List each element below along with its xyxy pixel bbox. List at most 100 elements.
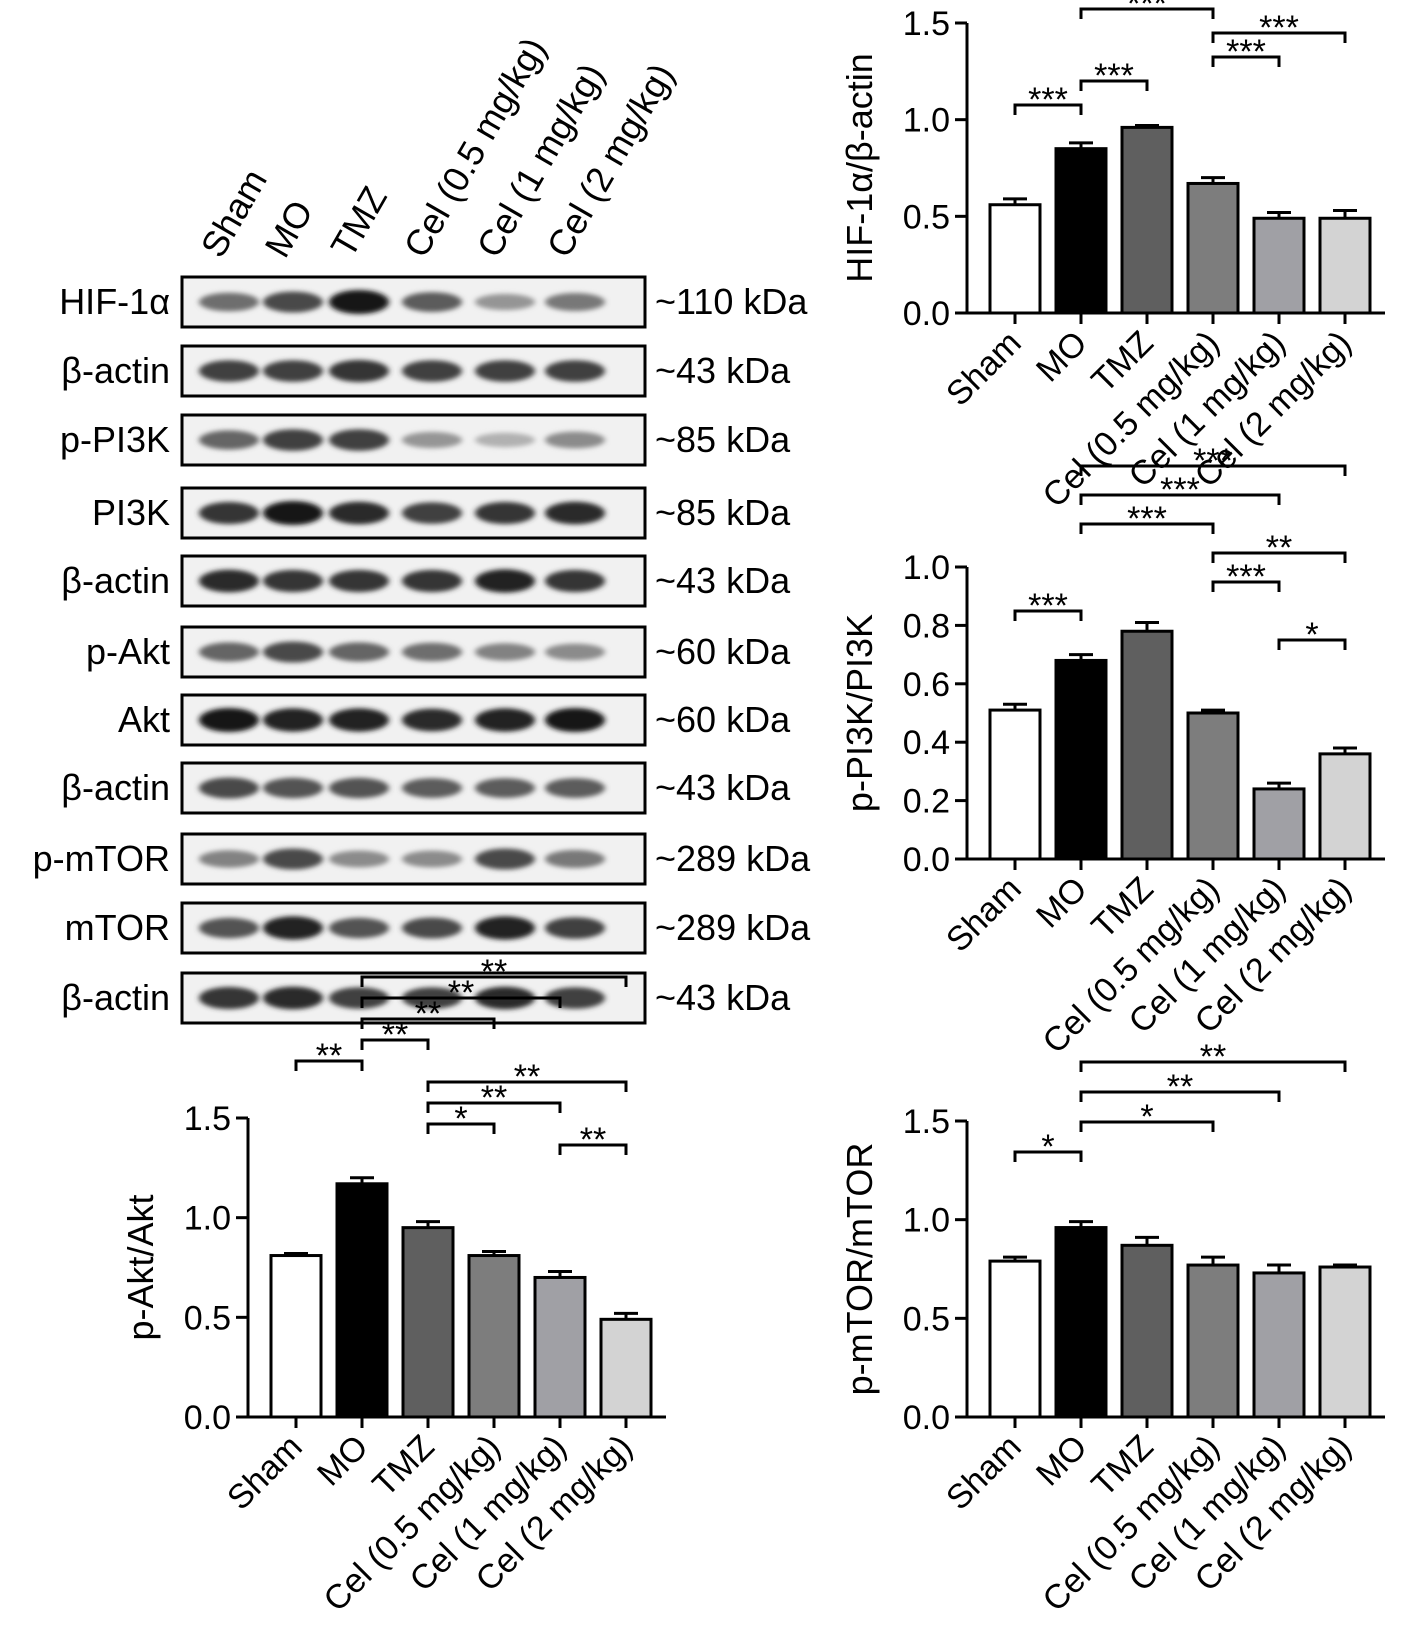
- bar: [1252, 216, 1306, 315]
- blot-band: [402, 708, 462, 732]
- x-tick-label: Sham: [220, 1428, 310, 1518]
- y-tick-label: 0.0: [903, 841, 950, 879]
- blot-band: [475, 848, 535, 870]
- bar: [1318, 1265, 1372, 1419]
- significance-bracket: [426, 1101, 562, 1113]
- blot-band: [402, 778, 462, 798]
- bar: [1120, 629, 1174, 861]
- significance-bracket: [1079, 7, 1215, 19]
- blot-band: [475, 643, 535, 661]
- significance-bracket: [1013, 609, 1083, 621]
- blot-band: [263, 848, 323, 870]
- y-tick-label: 1.0: [903, 549, 950, 587]
- blot-band: [199, 292, 259, 312]
- blot-row: PI3K ~85 kDa: [92, 486, 791, 540]
- significance-label: **: [415, 995, 441, 1033]
- significance-label: ***: [1193, 442, 1233, 480]
- x-tick-label: MO: [1029, 324, 1095, 390]
- blot-band: [402, 917, 462, 939]
- blot-protein-label: HIF-1α: [59, 281, 170, 322]
- blot-band: [199, 430, 259, 450]
- significance-bracket: [360, 975, 628, 987]
- significance-label: ***: [1259, 9, 1299, 47]
- significance-bracket: [1013, 1150, 1083, 1162]
- significance-bracket: [360, 1038, 430, 1050]
- blot-row: p-PI3K ~85 kDa: [60, 413, 791, 467]
- significance-label: *: [1305, 616, 1318, 654]
- blot-band: [475, 432, 535, 448]
- blot-protein-label: mTOR: [65, 907, 170, 948]
- significance-label: ***: [1127, 500, 1167, 538]
- blot-band: [545, 850, 605, 868]
- significance-bracket: [1211, 55, 1281, 67]
- blot-protein-label: β-actin: [61, 767, 170, 808]
- blot-band: [199, 569, 259, 593]
- y-tick-label: 1.5: [903, 5, 950, 43]
- blot-size-label: ~60 kDa: [655, 699, 791, 740]
- blot-band: [545, 431, 605, 449]
- blot-band: [263, 916, 323, 940]
- significance-label: **: [481, 953, 507, 991]
- significance-label: ***: [1160, 471, 1200, 509]
- blot-size-label: ~43 kDa: [655, 977, 791, 1018]
- blot-protein-label: p-mTOR: [33, 838, 170, 879]
- significance-bracket: [1211, 580, 1281, 592]
- significance-label: ***: [1028, 81, 1068, 119]
- blot-band: [402, 569, 462, 593]
- significance-bracket: [1211, 31, 1347, 43]
- bar: [1186, 1263, 1240, 1419]
- significance-bracket: [1079, 522, 1215, 534]
- blot-row: p-mTOR ~289 kDa: [33, 832, 811, 886]
- blot-band: [263, 429, 323, 451]
- x-tick-label: MO: [1029, 1428, 1095, 1494]
- significance-label: *: [454, 1100, 467, 1138]
- y-axis-label: p-Akt/Akt: [120, 1194, 161, 1340]
- blot-band: [402, 292, 462, 312]
- x-tick-label: MO: [1029, 870, 1095, 936]
- blot-band: [263, 569, 323, 593]
- bar: [1054, 658, 1108, 861]
- y-tick-label: 1.5: [184, 1100, 231, 1138]
- significance-bracket: [1079, 493, 1281, 505]
- y-axis-label: HIF-1α/β-actin: [839, 53, 880, 283]
- blot-band: [329, 708, 389, 732]
- blot-band: [329, 642, 389, 662]
- blot-band: [475, 360, 535, 382]
- significance-label: **: [514, 1058, 540, 1096]
- blot-band: [402, 642, 462, 662]
- y-tick-label: 0.2: [903, 783, 950, 821]
- blot-band: [545, 708, 605, 732]
- blot-size-label: ~110 kDa: [655, 281, 808, 322]
- x-tick-label: Sham: [939, 324, 1029, 414]
- significance-bracket: [1277, 638, 1347, 650]
- blot-band: [199, 777, 259, 799]
- blot-size-label: ~43 kDa: [655, 767, 791, 808]
- blot-band: [199, 501, 259, 525]
- blot-size-label: ~289 kDa: [655, 838, 811, 879]
- bar: [1252, 1271, 1306, 1419]
- blot-band: [402, 431, 462, 449]
- significance-label: **: [580, 1121, 606, 1159]
- blot-band: [475, 778, 535, 798]
- bar: [533, 1275, 587, 1419]
- blot-band: [263, 291, 323, 313]
- blot-band: [329, 850, 389, 868]
- y-tick-label: 0.0: [903, 1399, 950, 1437]
- y-tick-label: 1.0: [903, 1202, 950, 1240]
- blot-band: [545, 293, 605, 311]
- bar: [269, 1254, 323, 1419]
- blot-band: [475, 916, 535, 940]
- bar: [335, 1182, 389, 1419]
- blot-protein-label: p-Akt: [86, 631, 170, 672]
- y-tick-label: 1.5: [903, 1103, 950, 1141]
- blot-band: [329, 359, 389, 383]
- blot-protein-label: PI3K: [92, 492, 170, 533]
- y-tick-label: 0.5: [184, 1299, 231, 1337]
- blot-band: [263, 708, 323, 732]
- blot-row: mTOR ~289 kDa: [65, 901, 811, 955]
